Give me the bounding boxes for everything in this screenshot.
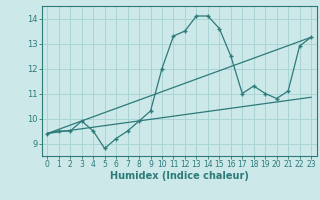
X-axis label: Humidex (Indice chaleur): Humidex (Indice chaleur) [110,171,249,181]
